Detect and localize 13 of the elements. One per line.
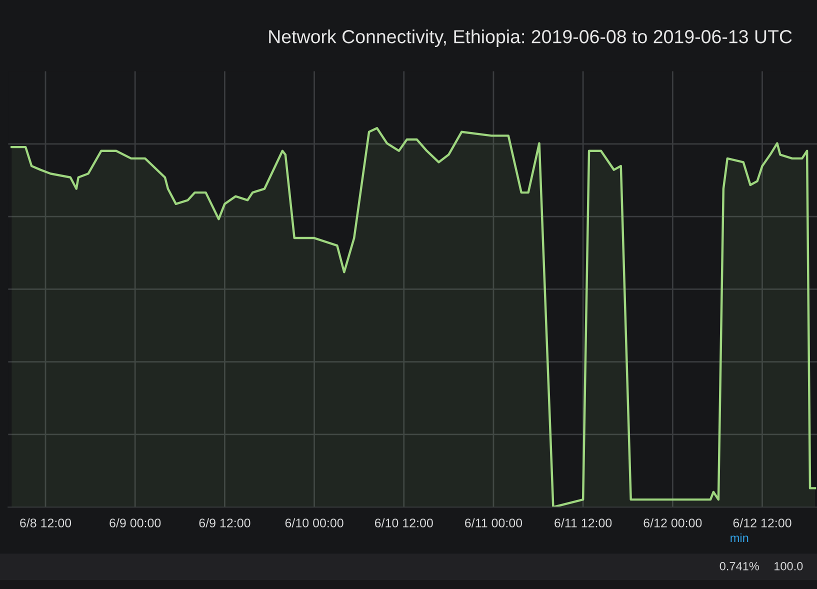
x-tick-label: 6/9 00:00 bbox=[110, 518, 161, 528]
x-tick-label: 6/12 00:00 bbox=[644, 518, 702, 528]
x-tick-label: 6/11 00:00 bbox=[465, 518, 522, 528]
text: 0.741% bbox=[720, 562, 759, 570]
text: 100.0 bbox=[774, 562, 803, 570]
chart-title: Network Connectivity, Ethiopia: 2019-06-08 to 2019-06-13 UTC bbox=[269, 30, 792, 48]
x-tick-label: 6/9 12:00 bbox=[199, 518, 250, 528]
x-tick-label: 6/10 12:00 bbox=[374, 518, 433, 528]
x-tick-label: 6/11 12:00 bbox=[554, 518, 612, 528]
x-tick-label: 6/12 12:00 bbox=[733, 518, 792, 528]
x-tick-label: 6/8 12:00 bbox=[20, 518, 72, 528]
x-tick-label: 6/10 00:00 bbox=[285, 518, 344, 528]
text: min bbox=[730, 533, 748, 542]
